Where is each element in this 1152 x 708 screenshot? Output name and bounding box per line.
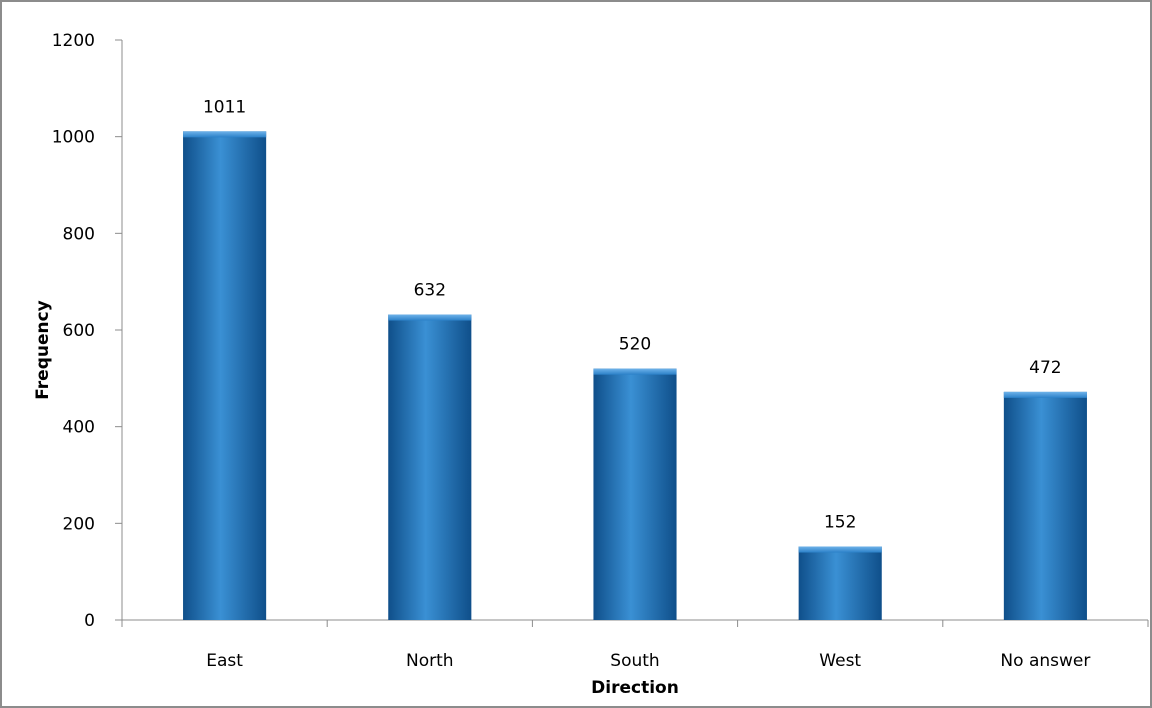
y-tick-label: 600 [63,321,95,341]
x-tick-label: East [206,651,243,671]
x-tick-label: West [819,651,861,671]
bar [798,546,882,620]
x-tick-label: North [406,651,454,671]
data-label: 520 [619,335,651,355]
bar-top [183,131,267,138]
value-labels: 1011 632 520 152 472 [203,97,1062,532]
data-label: 472 [1029,358,1061,378]
data-label: 632 [414,281,446,301]
y-tick-label: 400 [63,418,95,438]
bar-top [388,314,472,321]
bar-body [388,314,472,620]
bar [1003,391,1087,620]
y-axis: 0 200 400 600 800 1000 1200 [52,31,123,631]
bar-top [1003,391,1087,398]
x-tick-label: No answer [1000,651,1090,671]
data-label: 1011 [203,97,246,117]
bar-body [593,368,677,620]
bars [183,131,1087,620]
x-axis-title: Direction [591,678,679,698]
bar-top [798,546,882,553]
y-tick-label: 1200 [52,31,95,51]
data-label: 152 [824,513,856,533]
y-axis-title: Frequency [33,300,53,400]
y-tick-label: 1000 [52,128,95,148]
bar [593,368,677,620]
bar [388,314,472,620]
bar-top [593,368,677,375]
bar-body [1003,391,1087,620]
x-tick-label: South [610,651,659,671]
y-tick-label: 200 [63,514,95,534]
y-tick-label: 0 [84,611,95,631]
bar-body [798,546,882,620]
bar [183,131,267,620]
bar-body [183,131,267,620]
y-tick-label: 800 [63,224,95,244]
x-axis: East North South West No answer [121,619,1149,671]
